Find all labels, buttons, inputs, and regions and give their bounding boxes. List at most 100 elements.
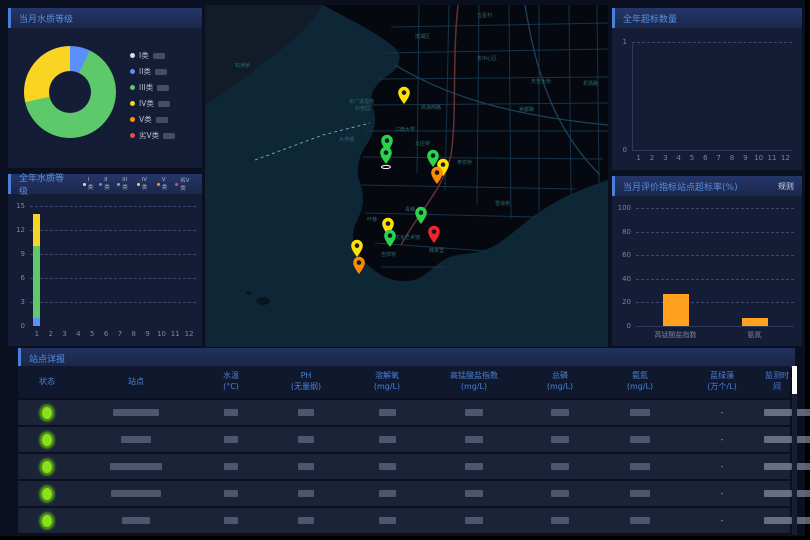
rules-button[interactable]: 规则 xyxy=(778,181,794,191)
redacted-value xyxy=(630,409,650,416)
redacted-value xyxy=(630,436,650,443)
panel-title: 全年超标数量 xyxy=(623,14,678,25)
station-pin-icon[interactable] xyxy=(398,86,410,104)
map-station-pins xyxy=(351,86,449,274)
map-place-label: 五星村 xyxy=(477,12,492,19)
map-place-label: 滨湖区 xyxy=(415,33,430,40)
table-row[interactable]: - xyxy=(18,400,810,425)
map-place-label: 北庄桥 xyxy=(415,140,430,147)
station-pin-icon[interactable] xyxy=(353,256,365,274)
column-name: 高锰酸盐指数 xyxy=(450,371,498,381)
legend-item: IV类 xyxy=(136,177,152,191)
legend-item: II类 xyxy=(130,66,175,77)
stacked-bar-segment xyxy=(33,214,41,246)
legend-label: III类 xyxy=(122,177,128,191)
y-axis-tick: 60 xyxy=(622,251,631,260)
year-quality-chart: 0 3 6 9 12 15 1 2 3 4 5 6 7 8 9 10 11 12 xyxy=(8,194,202,346)
redacted-date xyxy=(764,517,792,524)
gridline xyxy=(30,206,196,207)
algae-value: - xyxy=(720,408,724,417)
station-pin-icon[interactable] xyxy=(380,146,392,164)
station-pin-icon[interactable] xyxy=(431,166,443,184)
map-place-label: 寿安桥 xyxy=(457,159,472,166)
y-axis-tick: 6 xyxy=(20,274,25,282)
redacted-value xyxy=(224,517,238,524)
legend-dot-icon xyxy=(130,117,135,122)
station-pin-icon[interactable] xyxy=(384,229,396,247)
redacted-value xyxy=(224,463,238,470)
table-scrollbar-thumb[interactable] xyxy=(792,366,797,394)
gridline xyxy=(636,302,794,304)
station-pin-icon[interactable] xyxy=(415,206,427,224)
y-axis-line xyxy=(632,42,633,150)
legend-item: I类 xyxy=(82,177,94,191)
redacted-value xyxy=(378,490,396,497)
gridline xyxy=(30,302,196,303)
legend-label: II类 xyxy=(139,67,151,76)
gridline xyxy=(632,42,792,43)
station-pin-icon[interactable] xyxy=(428,225,440,243)
legend-label: IV类 xyxy=(139,99,154,108)
column-unit: (mg/L) xyxy=(373,382,401,391)
y-axis-tick: 0 xyxy=(20,322,25,330)
column-unit: (mg/L) xyxy=(460,382,488,391)
column-header: 监测时间 xyxy=(764,371,790,393)
column-unit: (无量纲) xyxy=(290,382,322,391)
redacted-value xyxy=(551,463,569,470)
legend-label: IV类 xyxy=(141,177,148,191)
y-axis-tick: 15 xyxy=(16,202,25,210)
table-row[interactable]: - xyxy=(18,454,810,479)
x-axis-tick: 5 xyxy=(90,330,95,338)
algae-value: - xyxy=(720,462,724,471)
legend-dot-icon xyxy=(156,182,160,186)
redacted-date xyxy=(764,436,792,443)
gridline xyxy=(30,230,196,231)
map-place-label: 雪浪桥 xyxy=(495,200,510,207)
gridline xyxy=(636,231,794,233)
legend-dot-icon xyxy=(99,182,103,186)
table-row[interactable]: - xyxy=(18,427,810,452)
month-quality-chart: I类 II类 III类 IV类 V类 劣V类 xyxy=(8,28,202,141)
column-unit: (°C) xyxy=(223,382,239,391)
column-header: 总磷 (mg/L) xyxy=(520,371,600,393)
redacted-value xyxy=(551,517,569,524)
x-axis-tick: 9 xyxy=(743,154,748,162)
table-row[interactable]: - xyxy=(18,508,810,533)
x-axis-tick: 8 xyxy=(131,330,136,338)
map-place-label: 吉祥桥 xyxy=(381,251,396,258)
redacted-station-name xyxy=(121,436,151,443)
y-axis-tick: 0 xyxy=(626,322,631,330)
redacted-value xyxy=(630,517,650,524)
status-ok-icon xyxy=(40,431,54,448)
legend-item: 劣V类 xyxy=(130,130,176,141)
x-axis-tick: 7 xyxy=(117,330,123,338)
legend-label: II类 xyxy=(104,177,110,191)
column-name: 站点 xyxy=(128,376,144,386)
redacted-value xyxy=(298,517,314,524)
table-body: - - - xyxy=(18,400,810,533)
station-pin-icon[interactable] xyxy=(427,149,439,167)
panel-title: 当月评价指标站点超标率(%) xyxy=(623,182,738,193)
redacted-legend-value xyxy=(157,84,170,91)
column-header: 站点 xyxy=(76,377,196,388)
x-axis-tick: 10 xyxy=(754,154,764,162)
map-land-northwest xyxy=(205,5,323,105)
redacted-station-name xyxy=(122,517,150,524)
column-name: 监测时间 xyxy=(765,371,789,391)
redacted-station-name xyxy=(113,409,159,416)
redacted-date xyxy=(764,490,792,497)
year-exceed-chart: 0 1 1 2 3 4 5 6 7 8 9 10 11 12 xyxy=(612,28,802,170)
column-name: 水温 xyxy=(223,371,239,381)
x-axis-tick: 6 xyxy=(103,330,109,338)
redacted-value xyxy=(224,436,238,443)
map-land-city xyxy=(323,5,608,282)
map-place-label: 科普园 xyxy=(355,105,370,112)
panel-month-quality: 当月水质等级 I类 II类 III类 IV类 V类 劣V类 xyxy=(8,8,202,168)
map-panel[interactable]: 石渎桥 滨湖区 五星村 市中心区 天安大桥 机场路 高浪西路 吴都路 江南大学 北庄桥 寿安桥 长广溪… xyxy=(205,5,608,347)
table-scrollbar[interactable] xyxy=(792,366,797,535)
table-row[interactable]: - xyxy=(18,481,810,506)
legend-label: I类 xyxy=(139,51,149,60)
redacted-value xyxy=(378,436,396,443)
x-axis-tick: 10 xyxy=(156,330,166,338)
station-pin-icon[interactable] xyxy=(351,239,363,257)
